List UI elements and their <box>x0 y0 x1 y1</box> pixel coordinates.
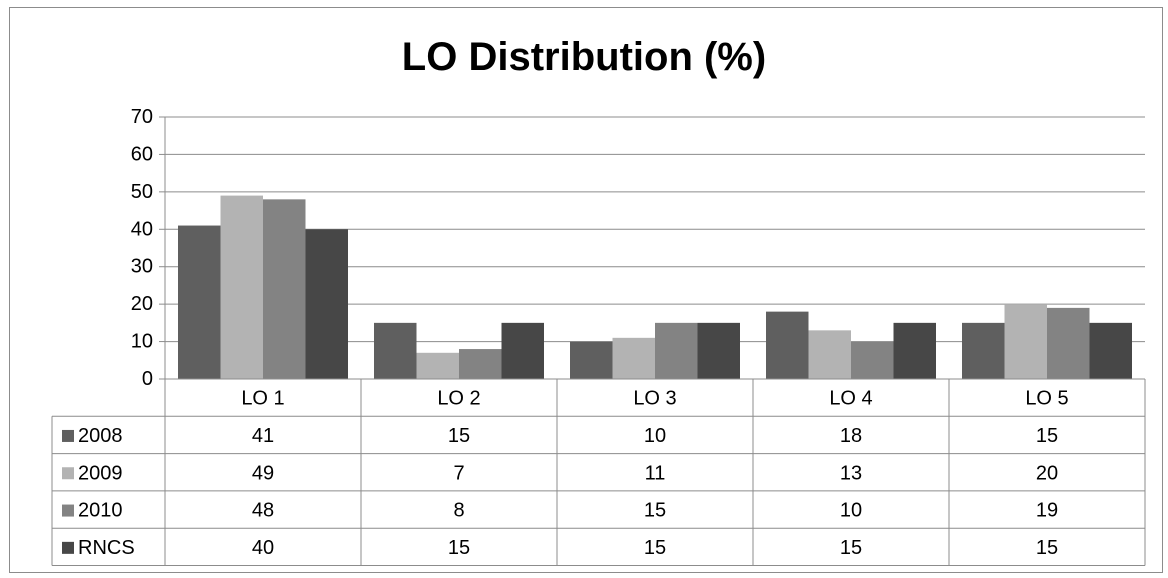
y-tick-label: 0 <box>142 368 153 390</box>
bar <box>459 349 502 379</box>
chart-title: LO Distribution (%) <box>401 35 767 79</box>
bar <box>851 341 894 379</box>
legend-label: 2010 <box>78 500 123 522</box>
bar <box>1004 304 1047 379</box>
bar <box>962 322 1005 379</box>
y-tick-label: 70 <box>131 106 153 128</box>
bar <box>570 341 613 379</box>
y-tick-label: 20 <box>131 293 153 315</box>
bar <box>416 352 459 379</box>
x-tick-label: LO 3 <box>633 388 676 410</box>
bar <box>374 322 417 379</box>
y-tick-label: 60 <box>131 143 153 165</box>
data-label: 15 <box>448 425 470 447</box>
bar <box>220 195 263 379</box>
y-tick-label: 50 <box>131 181 153 203</box>
y-tick-label: 30 <box>131 256 153 278</box>
data-label: 11 <box>645 462 666 484</box>
bar <box>808 330 851 379</box>
bar <box>893 322 936 379</box>
data-label: 10 <box>644 425 666 447</box>
legend-swatch <box>62 504 74 517</box>
legend-label: 2009 <box>78 462 123 484</box>
data-label: 15 <box>644 537 666 559</box>
x-tick-label: LO 1 <box>241 388 284 410</box>
legend-label: RNCS <box>78 537 135 559</box>
data-label: 10 <box>840 500 862 522</box>
x-tick-label: LO 4 <box>829 388 872 410</box>
bar <box>501 322 544 379</box>
data-label: 15 <box>1036 537 1058 559</box>
chart-frame <box>9 7 1163 573</box>
x-tick-label: LO 5 <box>1025 388 1068 410</box>
bar <box>1089 322 1132 379</box>
legend-swatch <box>62 467 74 480</box>
legend-swatch <box>62 541 74 554</box>
bar <box>263 199 306 379</box>
x-tick-label: LO 2 <box>437 388 480 410</box>
data-label: 19 <box>1036 500 1058 522</box>
legend-label: 2008 <box>78 425 123 447</box>
data-label: 48 <box>252 500 274 522</box>
data-label: 20 <box>1036 462 1058 484</box>
data-label: 49 <box>252 462 274 484</box>
data-label: 15 <box>644 500 666 522</box>
y-tick-label: 40 <box>131 218 153 240</box>
data-label: 15 <box>1036 425 1058 447</box>
bar <box>655 322 698 379</box>
bar <box>305 229 348 379</box>
data-label: 18 <box>840 425 862 447</box>
data-label: 15 <box>448 537 470 559</box>
data-label: 7 <box>453 462 464 484</box>
bar <box>612 337 655 379</box>
data-label: 8 <box>453 500 464 522</box>
data-label: 40 <box>252 537 274 559</box>
bar <box>766 311 809 379</box>
data-label: 41 <box>252 425 274 447</box>
bar <box>178 225 221 379</box>
y-tick-label: 10 <box>131 331 153 353</box>
data-label: 15 <box>840 537 862 559</box>
legend-swatch <box>62 429 74 442</box>
bar <box>697 322 740 379</box>
data-label: 13 <box>840 462 862 484</box>
bar <box>1047 307 1090 379</box>
